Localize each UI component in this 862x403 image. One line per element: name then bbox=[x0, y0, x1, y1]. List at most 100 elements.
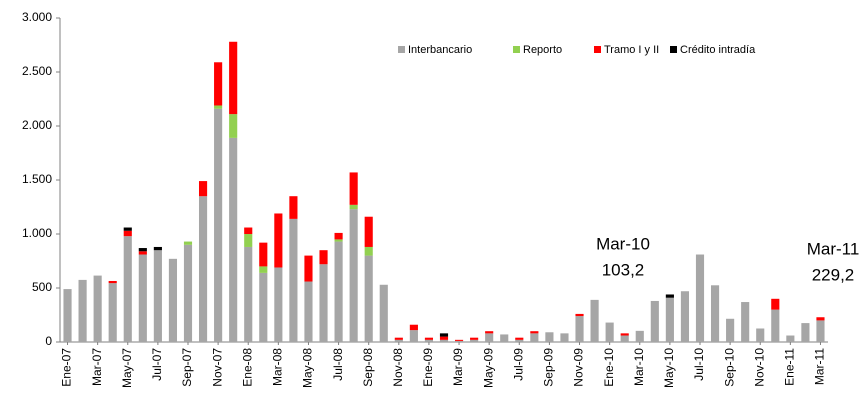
x-tick-label: May-09 bbox=[481, 348, 495, 388]
y-tick-label: 2.500 bbox=[22, 64, 52, 78]
bar-segment bbox=[274, 213, 283, 268]
x-tick-label: Nov-09 bbox=[572, 348, 586, 387]
bar-segment bbox=[214, 108, 223, 342]
legend-swatch bbox=[670, 46, 677, 53]
bar-segment bbox=[153, 246, 162, 251]
x-tick-label: Sep-10 bbox=[722, 348, 736, 387]
bar-segment bbox=[470, 337, 479, 340]
bar-segment bbox=[214, 105, 223, 109]
bar-segment bbox=[575, 316, 584, 342]
bar-segment bbox=[259, 242, 268, 267]
x-tick-label: Nov-10 bbox=[752, 348, 766, 387]
annotation: 229,2 bbox=[812, 265, 855, 284]
annotation: Mar-10 bbox=[596, 234, 650, 253]
x-tick-label: Jul-09 bbox=[511, 348, 525, 381]
bar-segment bbox=[515, 339, 524, 342]
bar-segment bbox=[138, 248, 147, 252]
y-tick-label: 0 bbox=[45, 334, 52, 348]
bar-segment bbox=[244, 234, 253, 247]
bar-segment bbox=[485, 333, 494, 342]
y-tick-label: 500 bbox=[32, 280, 52, 294]
x-tick-label: Nov-08 bbox=[391, 348, 405, 387]
bar-segment bbox=[545, 332, 554, 342]
bar-segment bbox=[575, 313, 584, 317]
bar-segment bbox=[108, 280, 117, 284]
bar-segment bbox=[319, 250, 328, 265]
bar-segment bbox=[530, 331, 539, 334]
bar-segment bbox=[244, 227, 253, 234]
bar-segment bbox=[183, 241, 193, 245]
bar-segment bbox=[816, 320, 825, 342]
x-tick-label: Mar-08 bbox=[271, 348, 285, 386]
bar-segment bbox=[123, 230, 132, 237]
bar-segment bbox=[289, 196, 298, 219]
bar-segment bbox=[650, 300, 659, 342]
legend-swatch bbox=[594, 46, 601, 53]
bar-segment bbox=[379, 284, 388, 342]
bar-segment bbox=[304, 281, 313, 342]
bar-segment bbox=[620, 333, 629, 336]
x-tick-label: Mar-10 bbox=[632, 348, 646, 386]
bar-segment bbox=[439, 336, 449, 340]
bar-segment bbox=[198, 181, 208, 197]
bar-segment bbox=[304, 255, 313, 282]
y-tick-label: 1.500 bbox=[22, 172, 52, 186]
bar-segment bbox=[198, 196, 208, 342]
x-tick-label: Jul-08 bbox=[331, 348, 345, 381]
y-tick-label: 1.000 bbox=[22, 226, 52, 240]
bar-segment bbox=[424, 337, 434, 340]
x-tick-label: Ene-07 bbox=[60, 348, 74, 387]
bar-segment bbox=[454, 340, 464, 342]
legend-label: Tramo I y II bbox=[604, 44, 659, 56]
bar-segment bbox=[485, 331, 494, 334]
bar-segment bbox=[454, 339, 464, 341]
bar-segment bbox=[349, 172, 358, 205]
bar-segment bbox=[771, 309, 780, 342]
bar-segment bbox=[741, 302, 750, 342]
bar-segment bbox=[138, 251, 147, 255]
x-tick-label: Ene-08 bbox=[240, 348, 254, 387]
x-tick-label: Mar-07 bbox=[90, 348, 104, 386]
bar-segment bbox=[394, 339, 403, 342]
bar-segment bbox=[334, 239, 343, 242]
bar-segment bbox=[726, 318, 735, 342]
bar-segment bbox=[695, 254, 705, 342]
bar-segment bbox=[710, 285, 720, 342]
bar-segment bbox=[244, 246, 253, 342]
bar-segment bbox=[349, 209, 358, 342]
x-tick-label: Ene-10 bbox=[602, 348, 616, 387]
x-tick-label: Ene-11 bbox=[783, 348, 797, 386]
bar-segment bbox=[816, 317, 825, 321]
legend-label: Interbancario bbox=[408, 44, 472, 56]
bar-segment bbox=[168, 258, 178, 342]
bar-segment bbox=[439, 333, 449, 337]
bar-segment bbox=[229, 137, 238, 342]
x-tick-label: Mar-11 bbox=[813, 348, 827, 385]
x-tick-label: Jul-10 bbox=[692, 348, 706, 381]
bar-segment bbox=[635, 330, 644, 342]
bar-segment bbox=[78, 279, 87, 342]
bar-segment bbox=[274, 267, 283, 342]
bar-segment bbox=[515, 337, 524, 340]
bar-segment bbox=[229, 114, 238, 138]
x-tick-label: Sep-09 bbox=[542, 348, 556, 387]
legend-swatch bbox=[513, 46, 520, 53]
bar-segment bbox=[349, 204, 358, 210]
x-tick-label: Jul-07 bbox=[150, 348, 164, 381]
bar-segment bbox=[123, 227, 132, 231]
y-tick-label: 3.000 bbox=[22, 10, 52, 24]
bar-segment bbox=[560, 333, 569, 342]
bar-segment bbox=[801, 323, 810, 342]
bar-segment bbox=[756, 328, 765, 342]
bar-segment bbox=[93, 275, 102, 342]
bar-segment bbox=[394, 337, 403, 340]
bar-segment bbox=[665, 294, 674, 298]
bar-segment bbox=[409, 324, 418, 331]
bar-segment bbox=[364, 255, 373, 342]
bar-segment bbox=[424, 339, 434, 342]
x-tick-label: Sep-07 bbox=[180, 348, 194, 387]
x-tick-label: May-07 bbox=[120, 348, 134, 388]
bar-segment bbox=[214, 62, 223, 106]
